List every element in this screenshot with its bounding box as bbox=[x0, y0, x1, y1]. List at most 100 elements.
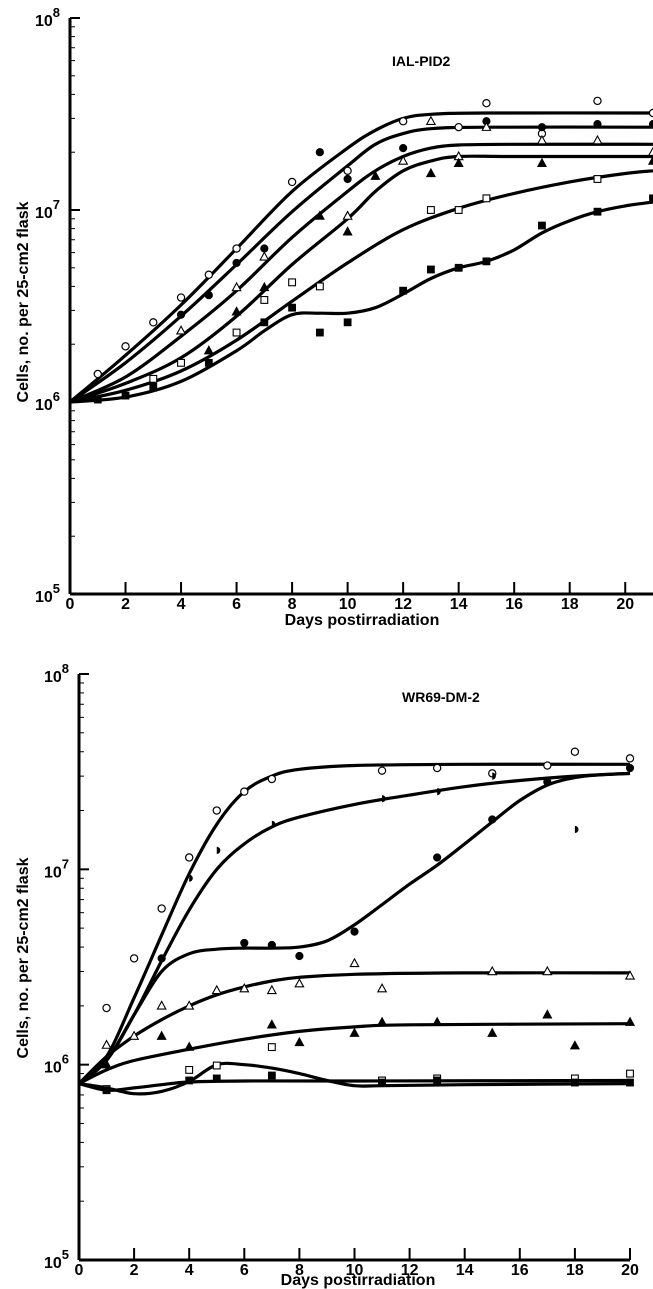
data-point-open-square bbox=[177, 358, 185, 367]
data-point-filled-circle bbox=[543, 777, 552, 787]
x-tick-label: 6 bbox=[232, 596, 241, 613]
data-point-open-circle bbox=[377, 766, 387, 775]
data-point-open-circle bbox=[482, 98, 491, 108]
data-point-filled-circle bbox=[240, 938, 249, 948]
data-point-open-triangle bbox=[425, 115, 437, 125]
data-point-open-circle bbox=[432, 763, 442, 773]
y-axis-label: Cells, no. per 25-cm2 flask bbox=[15, 201, 32, 402]
data-point-filled-triangle bbox=[203, 345, 214, 355]
data-point-open-triangle bbox=[342, 210, 353, 220]
data-point-open-triangle bbox=[376, 983, 388, 993]
data-point-half-circle bbox=[574, 825, 579, 834]
data-point-filled-circle bbox=[433, 853, 442, 862]
data-point-filled-triangle bbox=[259, 281, 270, 292]
data-point-open-circle bbox=[454, 122, 463, 132]
data-point-filled-circle bbox=[204, 291, 213, 300]
series-curve-open-circle bbox=[68, 111, 653, 404]
data-point-open-circle bbox=[93, 369, 102, 379]
data-point-filled-triangle bbox=[569, 1040, 580, 1050]
data-point-open-circle bbox=[232, 244, 241, 253]
data-point-open-square bbox=[212, 1061, 221, 1070]
data-point-filled-triangle bbox=[432, 1016, 443, 1026]
data-point-open-circle bbox=[625, 754, 635, 763]
data-point-filled-triangle bbox=[314, 210, 325, 220]
series-curve-open-triangle bbox=[69, 142, 653, 404]
chart-panel-wr69-dm-2: WR69-DM-2 Days postirradiation Cells, no… bbox=[15, 661, 639, 1289]
data-point-open-triangle bbox=[349, 957, 360, 968]
series-curve-open-square bbox=[69, 169, 653, 404]
data-point-open-square bbox=[288, 278, 297, 287]
data-point-filled-square bbox=[571, 1078, 579, 1087]
y-tick-label: 106 bbox=[44, 1052, 69, 1077]
data-point-filled-circle bbox=[267, 940, 276, 950]
data-point-filled-circle bbox=[350, 927, 359, 936]
x-tick-label: 4 bbox=[185, 1262, 194, 1279]
data-point-filled-circle bbox=[232, 258, 241, 268]
x-tick-label: 0 bbox=[75, 1262, 84, 1279]
data-point-filled-circle bbox=[399, 144, 408, 153]
data-point-filled-circle bbox=[343, 174, 352, 184]
data-point-open-square bbox=[426, 206, 435, 214]
data-point-open-triangle bbox=[239, 983, 250, 993]
series-curve-filled-circle bbox=[69, 125, 653, 404]
data-point-filled-square bbox=[267, 1071, 276, 1080]
data-point-filled-square bbox=[343, 318, 352, 327]
half-circle-fill bbox=[437, 788, 441, 796]
data-point-half-circle bbox=[382, 795, 386, 803]
x-tick-label: 12 bbox=[401, 1262, 419, 1279]
data-point-filled-triangle bbox=[647, 155, 653, 165]
data-point-filled-circle bbox=[260, 244, 269, 253]
data-point-open-circle bbox=[570, 747, 580, 756]
y-tick-label: 105 bbox=[44, 1247, 69, 1272]
data-point-filled-square bbox=[378, 1078, 386, 1087]
data-point-filled-square bbox=[626, 1078, 634, 1087]
data-point-filled-triangle bbox=[231, 306, 242, 316]
x-tick-label: 18 bbox=[561, 596, 579, 613]
data-point-filled-square bbox=[315, 328, 324, 337]
data-point-open-triangle bbox=[647, 146, 653, 156]
data-point-filled-triangle bbox=[370, 170, 381, 180]
data-point-half-circle bbox=[492, 772, 496, 780]
data-point-open-square bbox=[482, 194, 491, 203]
data-point-filled-square bbox=[433, 1076, 442, 1085]
data-point-filled-triangle bbox=[184, 1041, 195, 1051]
data-point-open-circle bbox=[157, 904, 166, 913]
data-point-filled-triangle bbox=[156, 1030, 167, 1040]
data-point-open-square bbox=[593, 175, 602, 183]
x-tick-label: 0 bbox=[66, 596, 75, 613]
data-point-filled-triangle bbox=[349, 1027, 360, 1037]
data-point-filled-circle bbox=[176, 310, 186, 319]
data-point-open-triangle bbox=[128, 1030, 140, 1040]
data-point-open-circle bbox=[102, 1003, 111, 1013]
data-point-open-square bbox=[185, 1065, 194, 1074]
data-point-filled-circle bbox=[157, 954, 166, 963]
data-point-filled-square bbox=[212, 1074, 221, 1083]
data-point-half-circle bbox=[271, 820, 276, 828]
y-tick-label: 107 bbox=[35, 197, 60, 222]
data-point-open-circle bbox=[176, 293, 186, 302]
x-tick-label: 18 bbox=[566, 1262, 584, 1279]
data-point-open-circle bbox=[240, 787, 249, 796]
y-tick-label: 108 bbox=[35, 5, 60, 30]
data-point-filled-triangle bbox=[294, 1036, 305, 1047]
series-curve-open-circle bbox=[77, 762, 631, 1085]
x-tick-label: 20 bbox=[621, 1262, 639, 1279]
data-point-filled-square bbox=[593, 207, 602, 216]
data-point-filled-square bbox=[427, 265, 435, 274]
data-point-filled-square bbox=[649, 194, 653, 203]
x-tick-label: 10 bbox=[339, 596, 357, 613]
data-point-open-triangle bbox=[211, 984, 222, 995]
x-tick-label: 2 bbox=[130, 1262, 139, 1279]
data-point-open-triangle bbox=[184, 1000, 195, 1010]
data-point-open-circle bbox=[543, 761, 552, 770]
data-point-open-triangle bbox=[536, 134, 548, 145]
series-curve-filled-triangle bbox=[78, 1022, 631, 1086]
data-point-open-square bbox=[267, 1043, 276, 1052]
series-curve-filled-circle bbox=[77, 771, 631, 1085]
x-axis-label: Days postirradiation bbox=[281, 1272, 436, 1289]
data-point-open-circle bbox=[593, 96, 602, 106]
data-point-filled-circle bbox=[593, 120, 602, 129]
data-point-filled-triangle bbox=[624, 1016, 636, 1026]
data-point-filled-triangle bbox=[377, 1016, 388, 1026]
data-point-filled-square bbox=[260, 318, 269, 327]
